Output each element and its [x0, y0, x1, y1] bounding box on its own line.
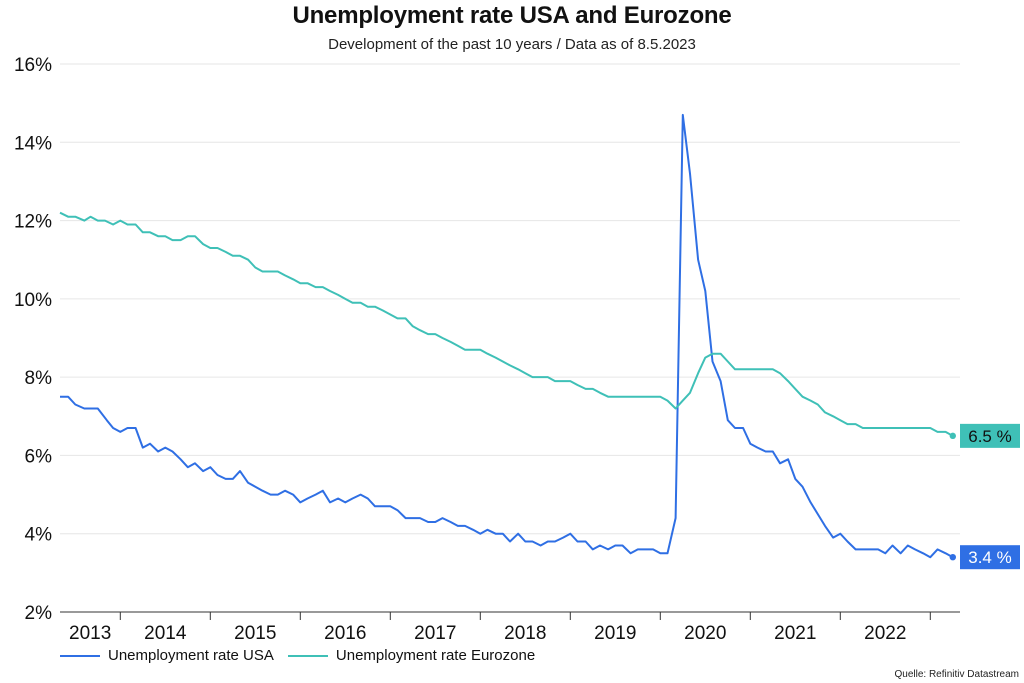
gridlines: [60, 63, 960, 535]
end-labels: 3.4 % 6.5 %: [960, 423, 1020, 570]
series-end-marker-usa: [949, 554, 956, 561]
legend-item-usa: Unemployment rate USA: [60, 647, 274, 664]
series-end-marker-eurozone: [949, 432, 956, 440]
x-tick-label: 2018: [504, 623, 546, 644]
y-tick-label: 16%: [14, 55, 52, 76]
axes: 2% 4% 6% 8% 10% 12% 14% 16% 2013 2014 2015 2016 2017…: [14, 55, 960, 644]
x-tick-label: 2015: [234, 623, 276, 644]
series-line-eurozone: [59, 211, 954, 437]
legend-label-usa: Unemployment rate USA: [108, 647, 274, 664]
chart-subtitle: Development of the past 10 years / Data …: [328, 36, 696, 53]
legend-swatch-usa: [60, 654, 100, 657]
y-tick-label: 14%: [14, 133, 52, 154]
y-tick-label: 8%: [25, 368, 53, 389]
end-label-eurozone: 6.5 %: [968, 427, 1011, 446]
x-tick-label: 2020: [684, 623, 726, 644]
series-lines: [59, 113, 956, 561]
end-label-box-eurozone: [960, 423, 1020, 448]
x-tick-label: 2013: [69, 623, 111, 644]
y-tick-label: 4%: [25, 525, 53, 546]
x-tick-label: 2022: [864, 623, 906, 644]
y-tick-label: 10%: [14, 290, 52, 311]
legend-label-eurozone: Unemployment rate Eurozone: [335, 647, 536, 664]
source-note: Quelle: Refinitiv Datastream: [894, 669, 1020, 680]
y-tick-label: 2%: [25, 603, 53, 624]
x-tick-label: 2021: [774, 623, 816, 644]
legend-item-eurozone: Unemployment rate Eurozone: [287, 647, 536, 664]
end-label-box-usa: [960, 545, 1020, 570]
legend-swatch-eurozone: [287, 654, 328, 657]
series-line-usa: [60, 113, 954, 559]
x-tick-label: 2019: [594, 623, 636, 644]
y-tick-label: 12%: [14, 212, 52, 233]
x-tick-label: 2017: [414, 623, 456, 644]
y-tick-label: 6%: [25, 446, 53, 467]
end-label-usa: 3.4 %: [968, 548, 1011, 567]
legend: Unemployment rate USA Unemployment rate …: [60, 647, 535, 664]
chart-title: Unemployment rate USA and Eurozone: [292, 2, 732, 29]
x-tick-label: 2016: [324, 623, 366, 644]
x-tick-label: 2014: [144, 623, 187, 644]
